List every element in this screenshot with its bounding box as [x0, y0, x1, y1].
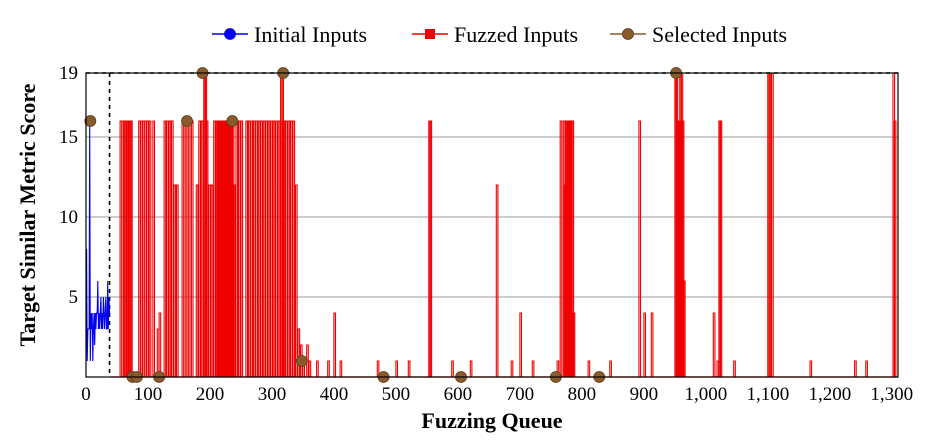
x-tick-label: 200	[196, 384, 225, 405]
y-tick-label: 10	[59, 207, 78, 228]
selected-input-point	[295, 355, 308, 367]
initial-inputs-line	[86, 120, 111, 362]
y-tick-label: 19	[59, 63, 78, 84]
y-axis-ticks: 5 10 15 19	[59, 63, 78, 308]
legend-marker-circle	[224, 28, 236, 40]
legend-label: Fuzzed Inputs	[454, 22, 578, 47]
y-tick-label: 5	[69, 287, 79, 308]
selected-input-point	[84, 115, 97, 127]
plot-frame	[85, 72, 899, 378]
x-tick-label: 400	[320, 384, 349, 405]
legend-label: Selected Inputs	[652, 22, 787, 47]
x-tick-label: 600	[444, 384, 473, 405]
selected-input-point	[181, 115, 193, 127]
x-tick-label: 800	[568, 384, 597, 405]
y-axis-title: Target Similar Metric Score	[15, 83, 40, 346]
x-tick-label: 1,000	[684, 384, 727, 405]
x-axis-ticks: 0 100 200 300 400 500 600 700 800 900 1,000 1,100 1,…	[81, 384, 913, 405]
x-tick-label: 100	[134, 384, 163, 405]
reference-lines	[86, 72, 898, 377]
legend-marker-circle	[622, 28, 634, 40]
x-axis-title: Fuzzing Queue	[421, 408, 562, 433]
legend: Initial Inputs Fuzzed Inputs Selected Inpu…	[212, 22, 787, 47]
x-tick-label: 0	[81, 384, 91, 405]
x-tick-label: 1,100	[746, 384, 789, 405]
x-tick-label: 1,300	[870, 384, 913, 405]
x-tick-label: 1,200	[808, 384, 851, 405]
x-tick-label: 900	[630, 384, 659, 405]
selected-input-point	[226, 115, 239, 127]
y-tick-label: 15	[59, 127, 78, 148]
x-tick-label: 300	[258, 384, 287, 405]
x-tick-label: 500	[382, 384, 411, 405]
series-lines	[86, 72, 898, 378]
legend-marker-square	[425, 29, 435, 39]
legend-label: Initial Inputs	[254, 22, 367, 47]
x-tick-label: 700	[506, 384, 535, 405]
